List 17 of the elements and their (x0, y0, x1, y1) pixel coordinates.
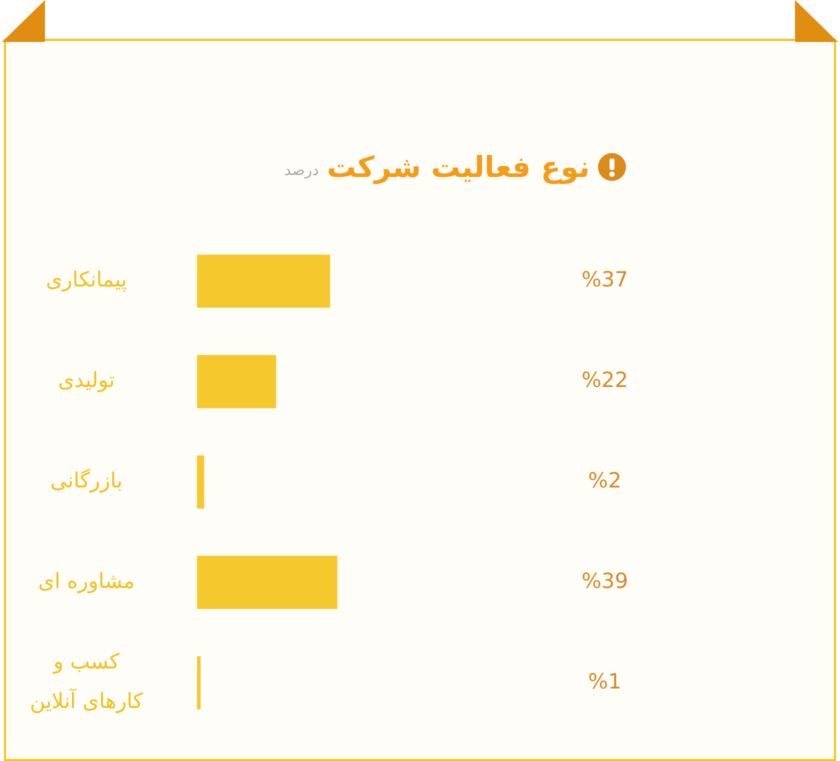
y-tick-label: مشاوره ای (38, 568, 135, 594)
y-tick-label: تولیدی (58, 368, 116, 394)
chart-subtitle: درصد (284, 160, 319, 181)
bar (197, 556, 338, 610)
y-tick-label: پیمانکاری (46, 268, 128, 293)
bar (197, 354, 276, 408)
data-label: %1 (588, 669, 622, 694)
data-label: %2 (588, 468, 622, 492)
y-tick-label: بازرگانی (50, 468, 123, 494)
bar (197, 254, 330, 308)
bar (197, 455, 204, 509)
data-label: %39 (581, 568, 628, 593)
text: نوع فعالیت شرکت (326, 149, 590, 186)
data-label: %22 (581, 368, 628, 392)
y-tick-label: کسب و کارهای آنلاین (30, 649, 144, 714)
bar (197, 656, 201, 710)
data-label: %37 (581, 268, 628, 292)
